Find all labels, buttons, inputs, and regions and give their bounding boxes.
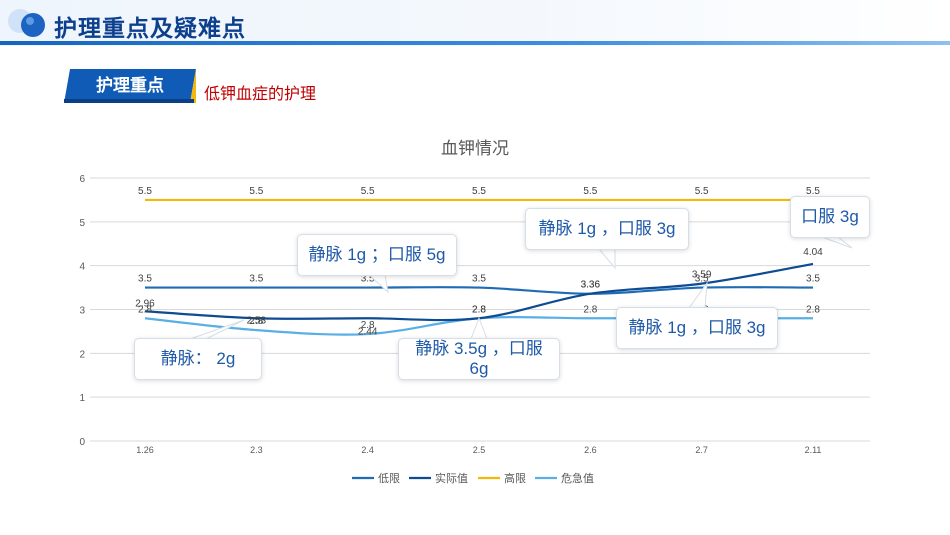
data-label: 2.8 [361, 320, 375, 331]
section-tag-shape [64, 69, 196, 103]
dose-annotation: 静脉： 2g [134, 338, 262, 380]
legend-label: 危急值 [561, 471, 594, 485]
legend-label: 低限 [378, 472, 400, 485]
callout-pointers [189, 236, 853, 340]
callout-pointer [470, 316, 488, 340]
y-tick-label: 2 [79, 349, 85, 360]
data-label: 5.5 [249, 186, 263, 197]
y-tick-label: 6 [79, 174, 85, 185]
y-tick-label: 5 [79, 218, 85, 229]
x-tick-label: 2.3 [250, 445, 263, 455]
dose-annotation: 静脉 1g ，口服 3g [525, 208, 689, 250]
data-label: 2.8 [583, 304, 597, 315]
data-label: 2.8 [249, 316, 263, 327]
chart-title: 血钾情况 [441, 139, 509, 158]
callout-pointer [821, 236, 853, 249]
data-label: 3.5 [249, 274, 263, 285]
data-label: 5.5 [695, 186, 709, 197]
header-accent-line [0, 41, 950, 45]
data-label: 4.04 [803, 247, 823, 258]
callout-pointer [597, 248, 616, 270]
callout-pointer [189, 319, 245, 340]
dose-annotation: 静脉 1g ；口服 5g [297, 234, 457, 276]
series-line-0 [144, 286, 814, 295]
y-tick-label: 4 [79, 262, 85, 273]
data-label: 5.5 [583, 186, 597, 197]
data-label: 2.96 [135, 298, 155, 309]
data-label: 3.5 [806, 274, 820, 285]
header-band [0, 0, 950, 46]
dose-annotation: 静脉 3.5g ，口服 6g [398, 338, 560, 380]
section-subtitle: 低钾血症的护理 [204, 86, 317, 103]
section-tag: 护理重点 [96, 76, 164, 95]
data-label: 3.5 [472, 274, 486, 285]
data-label: 2.8 [138, 304, 152, 315]
data-label: 5.5 [806, 186, 820, 197]
y-tick-label: 0 [79, 437, 85, 448]
x-tick-label: 1.26 [136, 445, 154, 455]
data-label: 2.8 [472, 304, 486, 315]
x-tick-label: 2.7 [695, 445, 708, 455]
data-label: 3.59 [692, 270, 712, 281]
data-label: 2.44 [358, 326, 378, 337]
data-label: 5.5 [472, 186, 486, 197]
y-tick-label: 1 [79, 393, 85, 404]
x-tick-label: 2.4 [361, 445, 374, 455]
data-label: 2.8 [472, 304, 486, 315]
data-label: 3.36 [581, 280, 601, 291]
data-label: 3.5 [695, 274, 709, 285]
legend-label: 高限 [504, 471, 526, 485]
legend-label: 实际值 [435, 471, 468, 485]
x-tick-label: 2.6 [584, 445, 597, 455]
data-label: 3.5 [138, 274, 152, 285]
page-title: 护理重点及疑难点 [54, 15, 246, 41]
x-tick-label: 2.11 [805, 445, 822, 455]
data-label: 3.36 [581, 280, 601, 291]
dose-annotation: 口服 3g [790, 196, 870, 238]
data-label: 5.5 [138, 186, 152, 197]
y-tick-label: 3 [79, 306, 85, 317]
data-label: 3.5 [361, 274, 375, 285]
bubble-logo-icon [8, 9, 45, 37]
dose-annotation: 静脉 1g ，口服 3g [616, 307, 778, 349]
data-label: 2.8 [806, 304, 820, 315]
data-label: 2.53 [247, 315, 267, 326]
data-label: 5.5 [361, 186, 375, 197]
x-tick-label: 2.5 [473, 445, 486, 455]
